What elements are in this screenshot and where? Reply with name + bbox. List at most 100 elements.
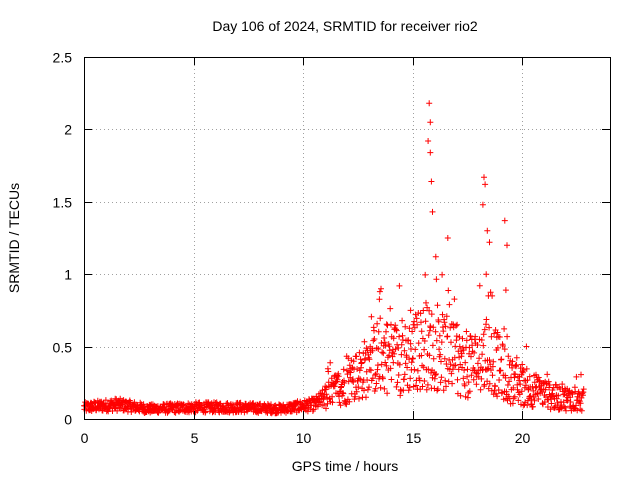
data-point — [504, 333, 511, 340]
data-point — [530, 387, 537, 394]
data-point — [494, 329, 501, 336]
data-point — [406, 325, 413, 332]
data-point — [427, 149, 434, 156]
data-point — [340, 366, 347, 373]
data-point — [384, 390, 391, 397]
data-point — [369, 347, 376, 354]
data-point — [378, 361, 385, 368]
data-point — [527, 393, 534, 399]
data-point — [477, 386, 484, 393]
data-point — [435, 318, 442, 325]
data-point — [383, 328, 389, 335]
data-point — [428, 311, 435, 318]
data-point — [461, 382, 468, 389]
data-point — [310, 406, 317, 413]
data-point — [428, 178, 435, 185]
data-point — [243, 400, 249, 407]
data-point — [494, 393, 501, 400]
data-point — [395, 372, 402, 378]
data-point — [422, 271, 429, 278]
data-point — [429, 342, 436, 349]
data-point — [373, 345, 380, 351]
data-point — [335, 373, 342, 380]
y-tick-label: 1.5 — [53, 195, 73, 211]
data-point — [524, 377, 531, 384]
data-point — [423, 386, 430, 393]
data-point — [439, 311, 446, 318]
data-point — [377, 315, 384, 322]
data-point — [444, 333, 451, 340]
data-point — [489, 372, 496, 379]
data-point — [426, 352, 433, 359]
data-point — [464, 373, 471, 380]
data-point — [463, 328, 470, 335]
data-point — [416, 377, 423, 384]
data-point — [531, 397, 538, 404]
data-point — [407, 340, 414, 347]
data-point — [532, 384, 539, 391]
data-point — [345, 378, 352, 385]
data-point — [474, 342, 481, 348]
y-axis-label: SRMTID / TECUs — [6, 183, 22, 293]
data-point — [368, 313, 375, 320]
data-point — [414, 321, 421, 328]
x-tick-label: 15 — [406, 430, 422, 446]
data-point — [419, 383, 426, 390]
data-point — [425, 138, 432, 144]
data-point — [478, 375, 485, 382]
data-point — [545, 378, 552, 385]
data-point — [504, 382, 511, 388]
data-point — [481, 326, 488, 333]
data-point — [391, 350, 398, 357]
data-point — [445, 378, 452, 385]
data-point — [407, 375, 414, 382]
data-point — [474, 370, 481, 377]
data-point — [485, 385, 492, 392]
data-point — [455, 366, 462, 373]
data-point — [327, 359, 334, 366]
data-point — [488, 333, 495, 340]
data-point — [397, 392, 404, 399]
data-point — [368, 367, 374, 374]
data-point — [442, 323, 449, 330]
data-point — [411, 318, 418, 325]
data-point — [395, 345, 402, 351]
data-point — [341, 380, 348, 386]
data-point — [519, 361, 526, 368]
data-point — [577, 400, 584, 407]
data-point — [356, 349, 363, 356]
data-point — [382, 342, 389, 349]
data-point — [421, 378, 428, 384]
data-point — [381, 385, 388, 392]
data-point — [441, 355, 448, 362]
data-point — [433, 337, 440, 344]
data-point — [523, 343, 530, 350]
data-point — [567, 399, 574, 405]
data-point — [357, 376, 364, 383]
data-point — [476, 355, 483, 362]
data-point — [398, 351, 405, 358]
data-point — [491, 330, 498, 337]
data-point — [501, 346, 508, 353]
data-point — [374, 320, 381, 327]
data-point — [364, 386, 371, 393]
data-point — [476, 282, 483, 289]
y-tick-label: 0.5 — [53, 340, 73, 356]
data-point — [511, 374, 518, 381]
data-point — [436, 332, 443, 339]
data-point — [553, 395, 560, 402]
data-point — [438, 339, 445, 346]
data-point — [393, 383, 400, 390]
data-point — [363, 394, 369, 401]
data-point — [481, 174, 487, 181]
data-point — [381, 339, 388, 346]
data-point — [387, 305, 394, 312]
data-point — [356, 367, 363, 374]
data-point — [496, 377, 503, 383]
data-point — [336, 393, 342, 400]
data-point — [429, 208, 436, 215]
data-point — [366, 356, 373, 363]
data-point — [447, 361, 454, 368]
data-point — [250, 400, 257, 407]
